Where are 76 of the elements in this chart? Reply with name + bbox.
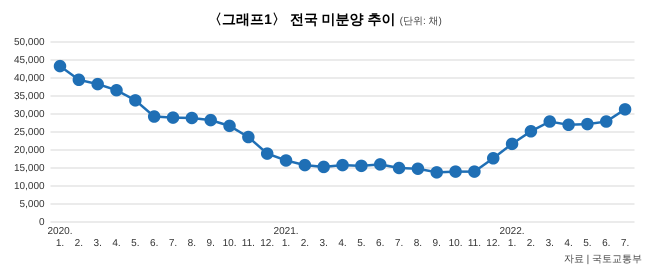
x-tick-label: 4. — [564, 238, 573, 249]
point — [412, 162, 424, 175]
point — [223, 120, 236, 132]
x-tick-label: 7. — [620, 238, 630, 249]
point — [392, 162, 406, 174]
x-tick-label: 12. — [260, 238, 274, 249]
point — [317, 160, 330, 174]
point — [524, 125, 538, 138]
y-tick-label: 25,000 — [14, 126, 46, 138]
x-tick-label: 3. — [546, 238, 554, 249]
point — [374, 158, 386, 171]
point — [129, 94, 142, 107]
x-tick-label: 4. — [338, 238, 347, 249]
point — [468, 165, 481, 178]
point — [581, 118, 594, 130]
point — [166, 111, 180, 124]
point — [148, 110, 160, 123]
x-tick-label: 12. — [486, 238, 500, 249]
x-tick-label: 5. — [131, 238, 140, 249]
x-tick-label: 8. — [188, 238, 196, 249]
text: 자료 | 국토교통부 — [562, 253, 642, 266]
x-tick-label: 3. — [320, 238, 328, 249]
y-tick-label: 50,000 — [14, 36, 46, 48]
y-tick-label: 35,000 — [14, 90, 46, 102]
point — [186, 112, 198, 124]
point — [336, 158, 349, 172]
point — [355, 160, 368, 172]
x-tick-label: 9. — [206, 238, 215, 249]
x-tick-label: 10. — [448, 238, 463, 249]
x-tick-label: 5. — [583, 238, 592, 249]
point — [260, 147, 274, 160]
point — [280, 154, 292, 167]
x-tick-label: 2020. 1. — [47, 226, 73, 249]
x-tick-label: 5. — [357, 238, 366, 249]
y-tick-label: 10,000 — [14, 180, 46, 192]
point — [110, 84, 123, 96]
point — [600, 115, 612, 128]
x-tick-label: 9. — [432, 238, 441, 249]
x-tick-label: 8. — [414, 238, 422, 249]
x-tick-label: 11. — [242, 238, 255, 249]
y-tick-label: 5,000 — [20, 198, 46, 210]
x-tick-label: 6. — [602, 238, 610, 249]
x-tick-label: 2. — [300, 238, 310, 249]
y-tick-label: 20,000 — [14, 144, 46, 156]
point — [618, 103, 632, 116]
y-tick-label: 45,000 — [14, 54, 46, 66]
x-tick-label: 2. — [74, 238, 84, 249]
point — [449, 165, 462, 178]
point — [242, 130, 255, 144]
x-tick-label: 7. — [394, 238, 404, 249]
chart-title: 〈그래프1〉 전국 미분양 추이 — [208, 11, 396, 27]
point — [298, 158, 312, 172]
x-tick-label: 3. — [94, 238, 102, 249]
x-tick-label: 6. — [150, 238, 158, 249]
x-tick-label: 11. — [468, 238, 481, 249]
point — [430, 166, 443, 179]
point — [506, 138, 518, 150]
point — [486, 152, 500, 165]
y-tick-label: 30,000 — [14, 108, 46, 120]
x-tick-label: 4. — [112, 238, 121, 249]
y-tick-label: 40,000 — [14, 72, 46, 84]
x-tick-label: 7. — [168, 238, 178, 249]
x-tick-label: 2021. 1. — [274, 226, 299, 249]
x-tick-label: 10. — [222, 238, 236, 249]
x-tick-label: 2. — [526, 238, 536, 249]
x-tick-label: 6. — [376, 238, 384, 249]
point — [91, 78, 104, 90]
chart-subtitle: (단위: 채) — [400, 16, 442, 27]
y-tick-label: 15,000 — [14, 162, 46, 174]
point — [54, 60, 66, 72]
point — [72, 74, 86, 86]
point — [562, 118, 575, 132]
y-tick-label: 0 — [39, 216, 46, 228]
x-tick-label: 2022. 1. — [500, 226, 525, 249]
point — [543, 115, 556, 128]
point — [204, 114, 217, 126]
